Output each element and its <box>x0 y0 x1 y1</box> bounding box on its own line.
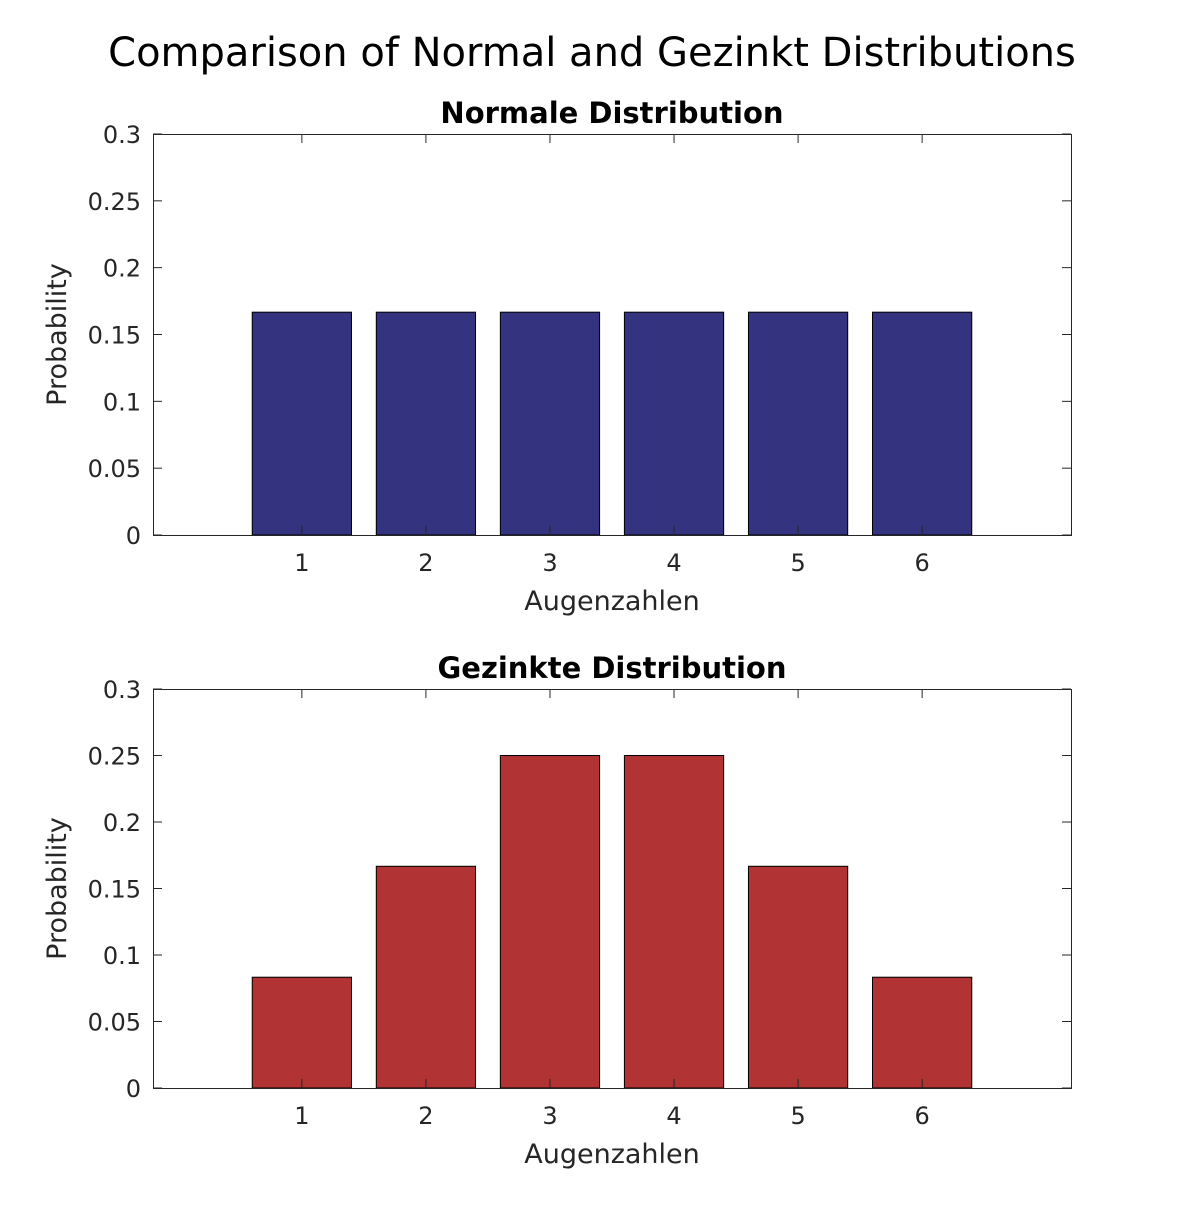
chart-1-xtick-label: 1 <box>294 549 309 577</box>
chart-2-bar-5 <box>747 865 849 1089</box>
chart-2-title: Gezinkte Distribution <box>437 651 786 685</box>
chart-1-bar-2 <box>375 311 477 536</box>
chart-2-ytick-label: 0.1 <box>103 942 141 970</box>
chart-2-bar-3 <box>499 755 601 1089</box>
chart-1-ytick-label: 0.25 <box>88 188 141 216</box>
chart-1-bar-5 <box>747 311 849 536</box>
chart-2-bar-6 <box>872 976 973 1089</box>
chart-1-xtick-label: 5 <box>790 549 805 577</box>
chart-1-ytick-label: 0 <box>126 522 141 550</box>
chart-2-ytick-label: 0.3 <box>103 676 141 704</box>
chart-1-ytick-label: 0.15 <box>88 322 141 350</box>
loaded-distribution-chart: Gezinkte Distribution 0 0.05 0.1 0.15 0.2 0.25… <box>42 651 1072 1170</box>
chart-2-ylabel: Probability <box>42 817 73 960</box>
chart-1-xlabel: Augenzahlen <box>524 586 700 617</box>
chart-1-ytick-label: 0.05 <box>88 455 141 483</box>
chart-1-bar-3 <box>499 311 601 536</box>
chart-2-xtick-label: 3 <box>542 1102 557 1130</box>
chart-2-ytick-label: 0.25 <box>88 743 141 771</box>
chart-1-xtick-label: 6 <box>914 549 929 577</box>
chart-1-bar-1 <box>251 311 352 536</box>
chart-2-xtick-label: 5 <box>790 1102 805 1130</box>
chart-2-bar-1 <box>251 976 352 1089</box>
chart-1-ylabel: Probability <box>42 263 73 406</box>
normal-distribution-chart: Normale Distribution 0 0.05 0.1 0.15 0.2 0.25 0… <box>42 96 1072 617</box>
chart-1-xtick-label: 3 <box>542 549 557 577</box>
figure-title: Comparison of Normal and Gezinkt Distrib… <box>108 30 1076 76</box>
chart-2-bar-4 <box>623 755 725 1089</box>
chart-2-xlabel: Augenzahlen <box>524 1139 700 1170</box>
chart-1-xtick-label: 2 <box>418 549 433 577</box>
chart-2-ytick-label: 0.05 <box>88 1009 141 1037</box>
chart-2-xtick-label: 6 <box>914 1102 929 1130</box>
chart-1-bar-6 <box>872 311 973 536</box>
chart-2-xtick-label: 2 <box>418 1102 433 1130</box>
chart-1-ytick-label: 0.2 <box>103 255 141 283</box>
chart-2-xtick-label: 1 <box>294 1102 309 1130</box>
chart-1-ytick-label: 0.1 <box>103 388 141 416</box>
chart-2-ytick-label: 0.15 <box>88 876 141 904</box>
chart-2-ytick-label: 0.2 <box>103 809 141 837</box>
chart-2-xtick-label: 4 <box>666 1102 681 1130</box>
chart-1-xtick-label: 4 <box>666 549 681 577</box>
chart-2-ytick-label: 0 <box>126 1075 141 1103</box>
chart-1-ytick-label: 0.3 <box>103 121 141 149</box>
chart-1-title: Normale Distribution <box>440 96 783 130</box>
chart-2-bar-2 <box>375 865 477 1089</box>
chart-1-bar-4 <box>623 311 725 536</box>
